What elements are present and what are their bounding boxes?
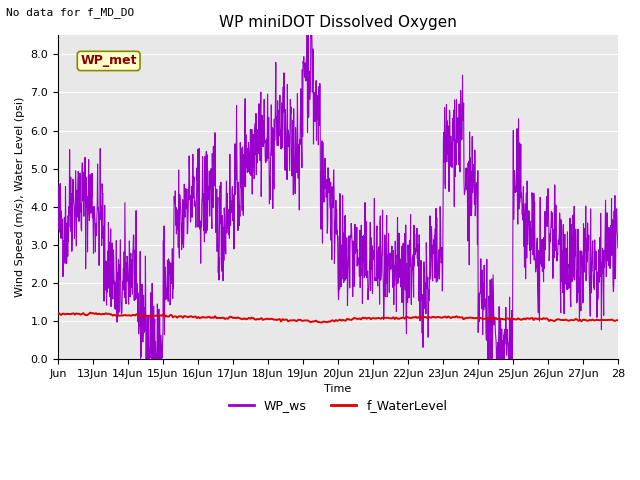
- Text: WP_met: WP_met: [81, 54, 137, 68]
- Y-axis label: Wind Speed (m/s), Water Level (psi): Wind Speed (m/s), Water Level (psi): [15, 97, 25, 297]
- Text: No data for f_MD_DO: No data for f_MD_DO: [6, 7, 134, 18]
- Legend: WP_ws, f_WaterLevel: WP_ws, f_WaterLevel: [223, 395, 452, 418]
- Title: WP miniDOT Dissolved Oxygen: WP miniDOT Dissolved Oxygen: [219, 15, 457, 30]
- X-axis label: Time: Time: [324, 384, 351, 394]
